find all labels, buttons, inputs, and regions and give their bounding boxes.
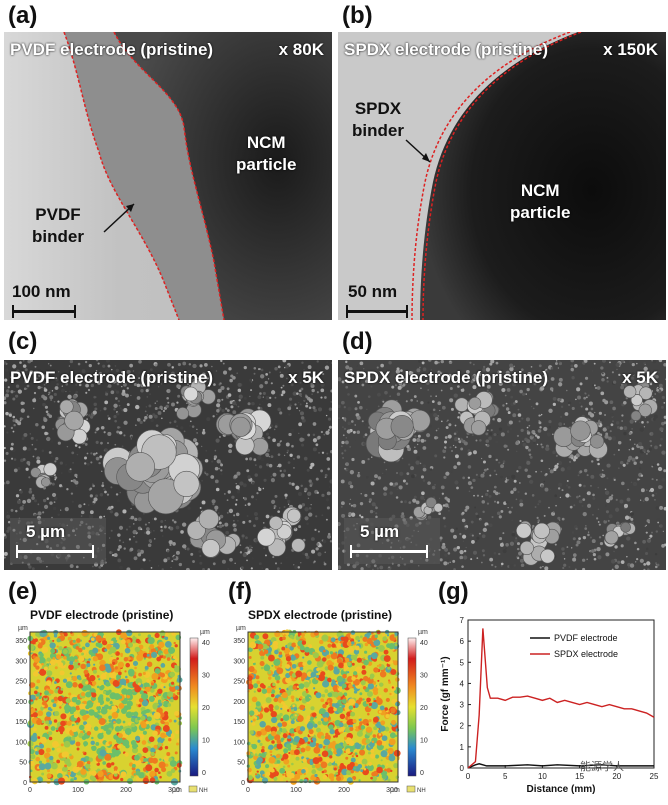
y-tick-label: 2 <box>460 722 465 731</box>
y-tick-label: 0 <box>460 764 465 773</box>
y-tick-label: 3 <box>460 701 465 710</box>
panel-a-scale-label: 100 nm <box>12 282 71 302</box>
y-tick-label: 6 <box>460 637 465 646</box>
svg-text:20: 20 <box>202 705 210 712</box>
x-tick-label: 5 <box>503 772 508 781</box>
x-axis-label: Distance (mm) <box>527 784 596 795</box>
svg-text:100: 100 <box>15 739 27 746</box>
legend-label: SPDX electrode <box>554 649 618 659</box>
panel-b-letter: (b) <box>342 2 373 30</box>
panel-b-particle-label: NCM particle <box>510 180 570 224</box>
panel-c-scale-bar <box>16 550 94 553</box>
y-tick-label: 4 <box>460 679 465 688</box>
svg-text:30: 30 <box>202 673 210 680</box>
svg-text:0: 0 <box>23 780 27 787</box>
y-tick-label: 7 <box>460 616 465 625</box>
svg-text:µm: µm <box>172 787 182 794</box>
panel-d-scale-bar <box>350 550 428 553</box>
panel-f-letter: (f) <box>228 578 252 606</box>
panel-b-svg <box>338 32 666 320</box>
svg-text:0: 0 <box>202 770 206 777</box>
svg-text:200: 200 <box>120 787 132 794</box>
x-tick-label: 10 <box>538 772 547 781</box>
svg-text:300: 300 <box>15 658 27 665</box>
panel-d-scale-label: 5 µm <box>360 522 399 542</box>
panel-a-binder-label: PVDF binder <box>32 204 84 248</box>
panel-c-mag: x 5K <box>288 368 324 388</box>
y-axis-label: Force (gf mm⁻¹) <box>440 656 451 731</box>
panel-b-binder-label: SPDX binder <box>352 98 404 142</box>
svg-text:NH: NH <box>199 788 208 794</box>
panel-e-letter: (e) <box>8 578 37 606</box>
series-line-pvdf <box>468 764 654 768</box>
panel-d-sem-image: SPDX electrode (pristine) x 5K 5 µm <box>338 360 666 570</box>
svg-text:250: 250 <box>15 679 27 686</box>
watermark: 能源学人 <box>580 758 624 774</box>
panel-a-svg <box>4 32 332 320</box>
svg-text:µm: µm <box>200 629 210 636</box>
panel-b-scale-bar <box>346 310 408 313</box>
panel-a-mag: x 80K <box>279 40 324 60</box>
x-tick-label: 25 <box>650 772 659 781</box>
panel-d-mag: x 5K <box>622 368 658 388</box>
svg-text:0: 0 <box>28 787 32 794</box>
svg-text:10: 10 <box>202 738 210 745</box>
legend-label: PVDF electrode <box>554 633 618 643</box>
panel-c-title: PVDF electrode (pristine) <box>10 368 213 388</box>
svg-text:µm: µm <box>18 625 28 632</box>
panel-b-title: SPDX electrode (pristine) <box>344 40 548 60</box>
y-tick-label: 1 <box>460 743 465 752</box>
panel-a-letter: (a) <box>8 2 37 30</box>
panel-c-letter: (c) <box>8 328 37 356</box>
svg-text:350: 350 <box>15 638 27 645</box>
panel-a-scale-bar <box>12 310 76 313</box>
panel-d-title: SPDX electrode (pristine) <box>344 368 548 388</box>
y-tick-label: 5 <box>460 658 465 667</box>
svg-text:50: 50 <box>19 760 27 767</box>
panel-b-scale-label: 50 nm <box>348 282 397 302</box>
panel-c-sem-image: PVDF electrode (pristine) x 5K 5 µm <box>4 360 332 570</box>
panel-b-tem-image: SPDX electrode (pristine) x 150K NCM par… <box>338 32 666 320</box>
panel-b-mag: x 150K <box>603 40 658 60</box>
panel-d-letter: (d) <box>342 328 373 356</box>
svg-text:200: 200 <box>15 699 27 706</box>
panel-a-tem-image: PVDF electrode (pristine) x 80K NCM part… <box>4 32 332 320</box>
svg-text:100: 100 <box>72 787 84 794</box>
x-tick-label: 0 <box>466 772 471 781</box>
panel-a-title: PVDF electrode (pristine) <box>10 40 213 60</box>
svg-text:40: 40 <box>202 640 210 647</box>
panel-a-particle-label: NCM particle <box>236 132 296 176</box>
svg-text:150: 150 <box>15 719 27 726</box>
panel-c-scale-label: 5 µm <box>26 522 65 542</box>
panel-g-letter: (g) <box>438 578 469 606</box>
